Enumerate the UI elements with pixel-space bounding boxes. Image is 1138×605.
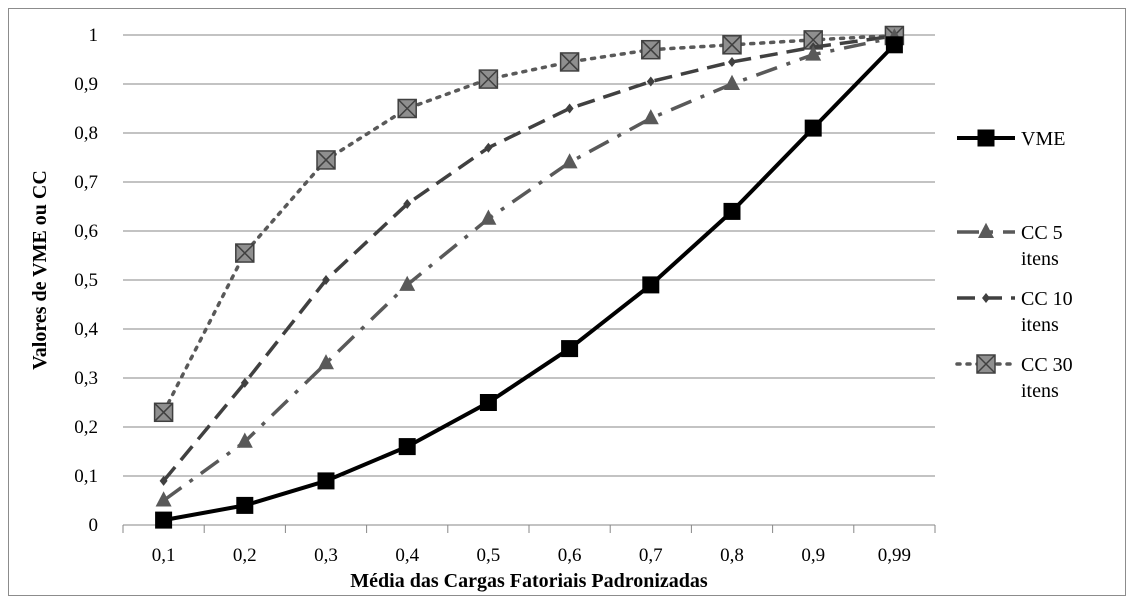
- data-point: [159, 475, 168, 486]
- series-line: [163, 43, 896, 523]
- x-tick-label: 0,6: [558, 545, 582, 566]
- data-point: [240, 377, 249, 388]
- legend-label: CC 10: [1021, 288, 1073, 310]
- data-point: [565, 103, 574, 114]
- data-point: [484, 142, 493, 153]
- legend-label-continued: itens: [1021, 314, 1059, 336]
- y-tick-label: 0: [89, 515, 99, 536]
- data-point: [317, 472, 335, 490]
- y-axis-title: Valores de VME ou CC: [29, 170, 51, 370]
- x-tick-label: 0,9: [801, 545, 825, 566]
- data-point: [403, 199, 412, 210]
- data-point: [155, 491, 172, 507]
- legend-marker: [977, 129, 995, 147]
- data-point: [399, 275, 416, 291]
- x-tick-label: 0,5: [477, 545, 501, 566]
- data-point-cross: [154, 402, 174, 422]
- data-point: [885, 36, 903, 54]
- data-point: [646, 76, 655, 87]
- data-point-cross: [397, 98, 417, 119]
- data-point: [479, 394, 497, 411]
- chart-frame: [8, 8, 1126, 596]
- legend-label-continued: itens: [1021, 248, 1059, 270]
- legend-label: CC 5: [1021, 222, 1063, 244]
- data-point: [398, 438, 416, 456]
- data-point: [723, 202, 741, 220]
- data-point: [322, 275, 330, 285]
- data-point-cross: [560, 52, 580, 72]
- x-axis-title: Média das Cargas Fatoriais Padronizadas: [350, 570, 708, 592]
- legend-label: CC 30: [1021, 354, 1073, 376]
- data-point: [236, 496, 254, 514]
- y-tick-label: 0,3: [74, 368, 98, 389]
- series-line: [162, 35, 895, 502]
- y-tick-label: 0,7: [74, 172, 98, 193]
- legend-label-continued: itens: [1021, 380, 1059, 402]
- y-tick-label: 0,2: [74, 417, 98, 438]
- legend-marker-cross: [976, 354, 996, 374]
- data-point: [480, 209, 497, 225]
- data-point: [155, 511, 173, 529]
- data-point-cross: [235, 243, 255, 263]
- data-point: [236, 432, 253, 448]
- data-point: [642, 109, 659, 125]
- data-point: [561, 340, 579, 358]
- data-point: [728, 56, 736, 67]
- series-line: [162, 34, 895, 483]
- data-point: [561, 153, 578, 169]
- data-point: [318, 354, 334, 370]
- legend-marker: [982, 293, 990, 303]
- y-tick-label: 0,5: [74, 270, 98, 291]
- data-point-cross: [641, 40, 661, 60]
- x-tick-label: 0,99: [878, 545, 911, 566]
- data-point: [642, 276, 660, 294]
- x-tick-label: 0,7: [639, 545, 663, 566]
- data-point-cross: [722, 35, 742, 55]
- data-point: [724, 74, 740, 90]
- legend-label: VME: [1021, 128, 1065, 150]
- y-tick-label: 1: [89, 25, 99, 46]
- x-tick-label: 0,2: [233, 545, 257, 566]
- y-tick-label: 0,9: [74, 74, 98, 95]
- x-tick-label: 0,1: [152, 545, 176, 566]
- x-tick-label: 0,3: [314, 545, 338, 566]
- legend-marker: [978, 222, 994, 238]
- series-line: [161, 33, 897, 415]
- x-tick-label: 0,4: [395, 545, 419, 566]
- data-point: [805, 45, 822, 61]
- y-tick-label: 0,4: [74, 319, 98, 340]
- data-point-cross: [316, 150, 336, 170]
- y-tick-label: 0,8: [74, 123, 98, 144]
- y-tick-label: 0,1: [74, 466, 98, 487]
- y-tick-label: 0,6: [74, 221, 98, 242]
- x-tick-label: 0,8: [720, 545, 744, 566]
- data-point-cross: [478, 69, 498, 89]
- data-point: [804, 119, 822, 137]
